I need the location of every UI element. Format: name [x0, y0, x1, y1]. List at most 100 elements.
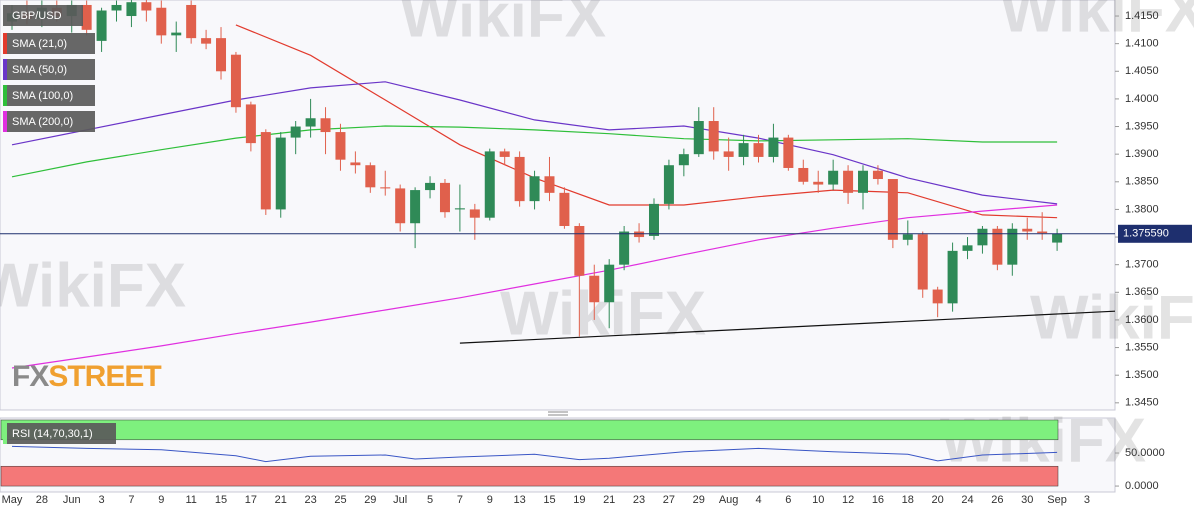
- candle-body: [365, 165, 376, 188]
- watermark: WikiFX: [1000, 0, 1194, 45]
- candle-body: [828, 170, 839, 185]
- candle-body: [350, 162, 361, 166]
- candle-body: [977, 228, 988, 246]
- x-tick-label: 26: [991, 494, 1003, 506]
- candle-body: [992, 228, 1003, 265]
- candle-body: [678, 154, 689, 166]
- main-plot: [0, 0, 1115, 369]
- candle-body: [201, 38, 212, 44]
- x-tick-label: 21: [275, 494, 287, 506]
- legend-swatch: [3, 59, 7, 80]
- y-tick-label: 1.3800: [1125, 203, 1159, 215]
- legend-box: [3, 5, 83, 26]
- x-tick-label: 15: [215, 494, 227, 506]
- candle-body: [529, 176, 540, 202]
- brand: FXSTREET: [12, 360, 161, 393]
- y-tick-label: 1.3850: [1125, 176, 1159, 188]
- candle-body: [544, 176, 555, 193]
- watermark: WikiFX: [0, 251, 186, 320]
- candle-body: [872, 170, 883, 180]
- candle-body: [887, 179, 898, 240]
- y-tick-label: 1.3500: [1125, 369, 1159, 381]
- sma-line: [11, 125, 1058, 178]
- x-tick-label: 9: [487, 494, 493, 506]
- x-tick-label: 11: [185, 494, 196, 506]
- x-tick-label: 10: [812, 494, 824, 506]
- x-tick-label: 12: [842, 494, 854, 506]
- sma-line: [11, 204, 1058, 369]
- y-tick-label: 1.4100: [1125, 38, 1159, 50]
- watermarks: WikiFX WikiFX WikiFX WikiFX WikiFX WikiFX: [0, 0, 1194, 475]
- legend: GBP/USD SMA (21,0) SMA (50,0) SMA (100,0) SM…: [3, 5, 116, 444]
- candle-body: [768, 137, 779, 157]
- watermark: WikiFX: [1030, 283, 1194, 352]
- legend-label: GBP/USD: [12, 10, 62, 22]
- candle-body: [783, 137, 794, 168]
- x-tick-label: 7: [128, 494, 134, 506]
- candle-body: [708, 121, 719, 152]
- x-tick-label: 13: [513, 494, 525, 506]
- watermark: WikiFX: [940, 406, 1146, 475]
- x-tick-label: 23: [633, 494, 645, 506]
- candle-body: [230, 54, 241, 108]
- candle-body: [395, 188, 406, 224]
- watermark: WikiFX: [500, 279, 706, 348]
- rsi-line: [11, 445, 1058, 463]
- legend-swatch: [3, 423, 7, 444]
- x-tick-label: Jun: [63, 494, 81, 506]
- x-tick-label: 24: [961, 494, 973, 506]
- y-tick-label: 1.3950: [1125, 120, 1159, 132]
- candle-body: [216, 38, 227, 72]
- candle-body: [111, 4, 122, 11]
- candle-body: [947, 250, 958, 304]
- candle-body: [514, 156, 525, 202]
- y-tick-label: 1.4050: [1125, 65, 1159, 77]
- candle-body: [619, 231, 630, 265]
- legend-box: [3, 111, 95, 132]
- candle-body: [290, 126, 301, 138]
- candle-body: [604, 264, 615, 303]
- x-tick-label: May: [2, 494, 23, 506]
- legend-label: SMA (100,0): [12, 90, 73, 102]
- candle-body: [484, 151, 495, 218]
- x-tick-label: 5: [427, 494, 433, 506]
- candle-body: [753, 143, 764, 157]
- candle-body: [648, 203, 659, 236]
- candle-body: [843, 170, 854, 193]
- candle-body: [559, 192, 570, 226]
- candle-body: [141, 2, 152, 11]
- candle-body: [126, 2, 137, 17]
- x-tick-label: 30: [1021, 494, 1033, 506]
- sma-line: [11, 81, 1058, 205]
- legend-box: [3, 423, 116, 444]
- x-tick-label: 9: [158, 494, 164, 506]
- rsi-band: [0, 419, 1059, 441]
- legend-box: [3, 59, 95, 80]
- y-tick-label: 1.3900: [1125, 148, 1159, 160]
- x-tick-label: 3: [1084, 494, 1090, 506]
- candle-body: [858, 170, 869, 193]
- legend-label: SMA (21,0): [12, 38, 67, 50]
- x-tick-label: 15: [543, 494, 555, 506]
- sma-line: [235, 24, 1058, 219]
- candle-body: [1022, 228, 1033, 232]
- x-tick-label: Sep: [1047, 494, 1067, 506]
- candle-body: [156, 7, 167, 36]
- y-tick-label: 1.3450: [1125, 397, 1159, 409]
- y-tick-label: 0.0000: [1125, 480, 1159, 492]
- x-tick-label: Aug: [719, 494, 739, 506]
- candle-body: [469, 209, 480, 218]
- candle-body: [499, 151, 510, 157]
- last-price-label: 1.375590: [1123, 228, 1169, 240]
- x-tick-label: 21: [603, 494, 615, 506]
- candle-body: [410, 190, 421, 224]
- candle-body: [81, 4, 92, 30]
- candle-body: [1007, 228, 1018, 265]
- candle-body: [574, 225, 585, 276]
- candle-body: [335, 132, 346, 160]
- x-tick-label: 20: [932, 494, 944, 506]
- legend-box: [3, 33, 95, 54]
- candle-body: [1037, 231, 1048, 234]
- x-tick-label: Jul: [393, 494, 407, 506]
